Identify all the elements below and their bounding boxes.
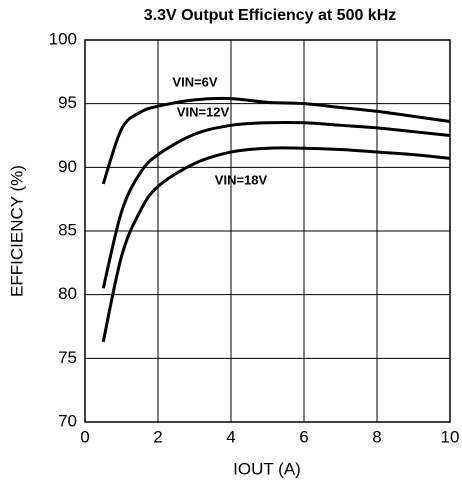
x-tick-label: 6 <box>299 427 308 446</box>
y-tick-label: 100 <box>49 29 77 48</box>
series-line <box>101 146 451 343</box>
chart-title: 3.3V Output Efficiency at 500 kHz <box>144 7 397 24</box>
y-axis-label: EFFICIENCY (%) <box>7 165 26 297</box>
series-label: VIN=18V <box>215 172 268 187</box>
series-line <box>101 96 451 185</box>
y-tick-label: 90 <box>58 157 77 176</box>
y-tick-label: 80 <box>58 284 77 303</box>
y-tick-label: 95 <box>58 93 77 112</box>
x-tick-label: 2 <box>153 427 162 446</box>
series-label: VIN=6V <box>172 74 217 89</box>
x-tick-label: 10 <box>441 427 460 446</box>
series-line <box>101 120 451 289</box>
x-axis-label: IOUT (A) <box>233 459 301 478</box>
x-tick-label: 4 <box>226 427 235 446</box>
y-tick-label: 85 <box>58 220 77 239</box>
x-tick-label: 0 <box>80 427 89 446</box>
y-tick-label: 75 <box>58 348 77 367</box>
y-tick-label: 70 <box>58 411 77 430</box>
plot-frame <box>84 39 451 423</box>
series-label: VIN=12V <box>177 104 230 119</box>
x-tick-label: 8 <box>372 427 381 446</box>
